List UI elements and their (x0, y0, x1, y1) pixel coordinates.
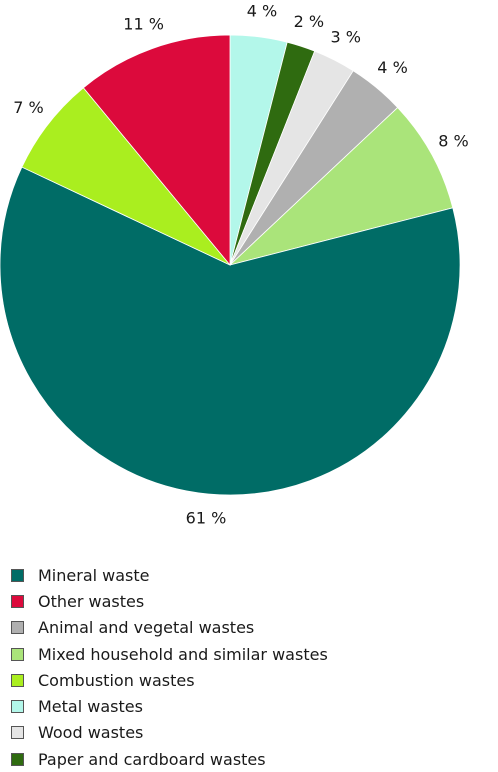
pie-slice-mineral-waste (0, 166, 461, 496)
slice-label: 11 % (123, 15, 164, 34)
pie-slice-other-wastes (82, 34, 231, 267)
legend-item: Wood wastes (11, 720, 328, 746)
legend-item: Combustion wastes (11, 667, 328, 693)
legend-swatch (11, 621, 24, 635)
legend-item: Paper and cardboard wastes (11, 746, 328, 772)
pie-slice-combustion-wastes (21, 87, 231, 266)
slice-label: 4 % (247, 2, 277, 21)
legend-label: Mineral waste (38, 565, 150, 585)
legend-swatch (11, 752, 24, 766)
legend-item: Mixed household and similar wastes (11, 641, 328, 667)
legend-swatch (11, 594, 24, 608)
legend-label: Combustion wastes (38, 670, 195, 690)
legend-swatch (11, 647, 24, 661)
legend-label: Wood wastes (38, 723, 144, 743)
legend-swatch (11, 726, 24, 740)
legend-item: Mineral waste (11, 562, 328, 588)
legend-swatch (11, 568, 24, 582)
slice-label: 4 % (377, 58, 407, 77)
slice-label: 7 % (13, 98, 43, 117)
pie-slice-mixed-household-and-similar-wastes (229, 106, 454, 266)
chart-legend: Mineral waste Other wastes Animal and vege… (11, 562, 328, 772)
legend-item: Animal and vegetal wastes (11, 615, 328, 641)
legend-label: Animal and vegetal wastes (38, 618, 255, 638)
legend-label: Mixed household and similar wastes (38, 644, 328, 664)
legend-item: Metal wastes (11, 693, 328, 719)
legend-label: Metal wastes (38, 697, 143, 717)
legend-label: Paper and cardboard wastes (38, 749, 266, 769)
legend-item: Other wastes (11, 588, 328, 614)
pie-chart: 4 % 2 % 3 % 4 % 8 % 61 % 7 % 11 % (0, 2, 469, 527)
slice-label: 61 % (186, 508, 227, 527)
slice-label: 8 % (438, 132, 468, 151)
legend-swatch (11, 700, 24, 714)
slice-label: 2 % (294, 12, 324, 31)
slice-label: 3 % (331, 27, 361, 46)
legend-swatch (11, 673, 24, 687)
legend-label: Other wastes (38, 591, 145, 611)
